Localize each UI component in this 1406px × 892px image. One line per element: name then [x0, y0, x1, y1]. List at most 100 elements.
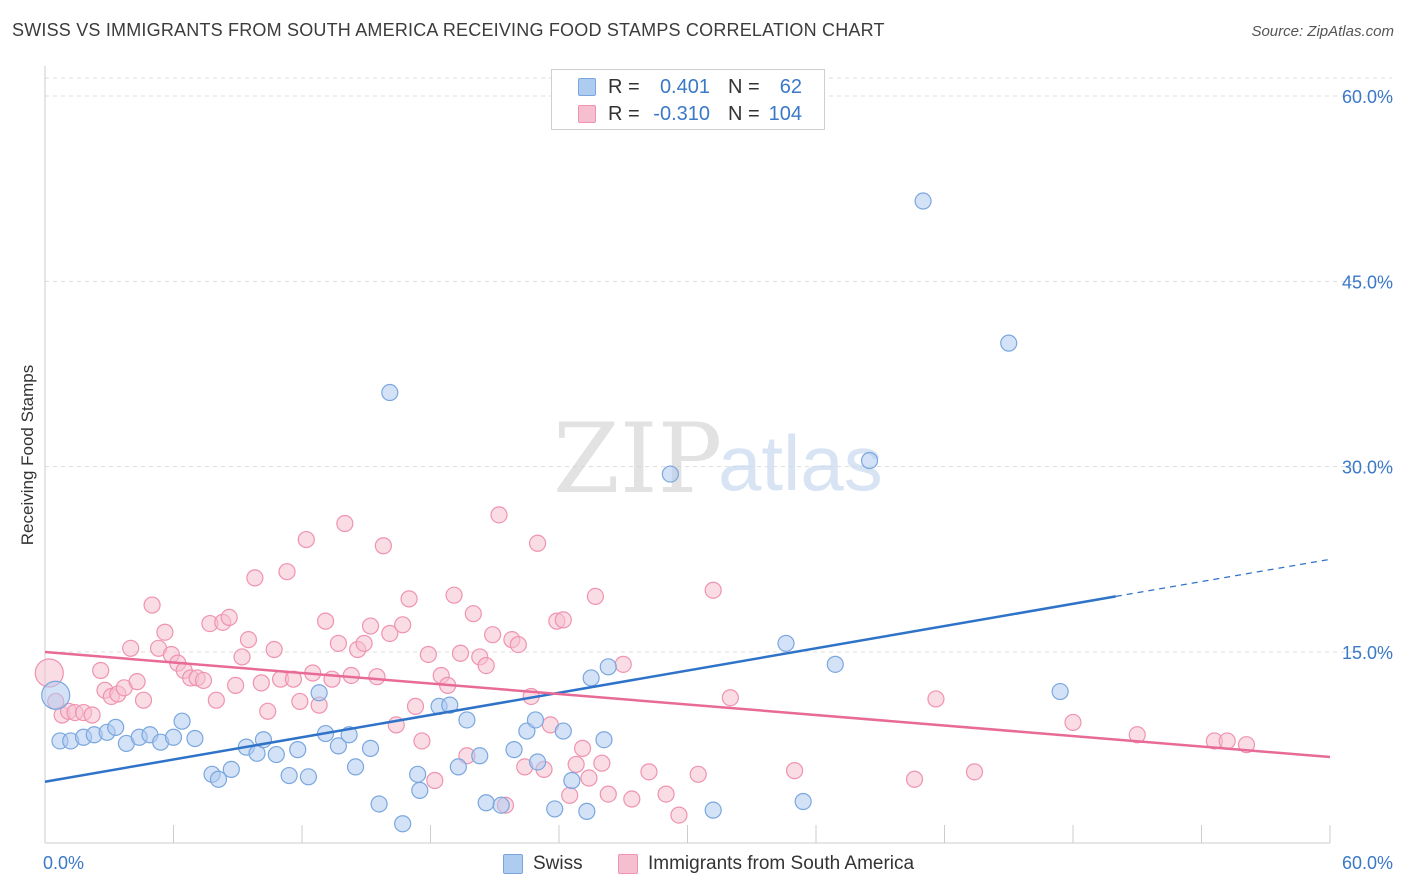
swiss-point: [209, 770, 228, 788]
swiss-point: [394, 815, 412, 833]
immigrants-point: [1128, 726, 1146, 744]
swiss-point: [599, 658, 617, 676]
immigrants-point: [92, 661, 110, 680]
immigrants-point: [156, 623, 174, 641]
swiss-point: [107, 718, 125, 736]
y-tick-label: 30.0%: [1342, 458, 1393, 478]
immigrants-point: [368, 668, 386, 686]
swiss-trend-extension: [1115, 558, 1331, 597]
immigrants-point: [426, 771, 444, 790]
legend-row-swiss: R = 0.401 N = 62: [552, 73, 824, 100]
r-value: 0.401: [659, 76, 710, 98]
swiss-point: [280, 766, 298, 785]
swiss-point: [704, 801, 722, 819]
immigrants-swatch: [578, 105, 596, 123]
immigrants-point: [316, 612, 335, 630]
immigrants-point: [573, 739, 592, 757]
immigrants-point: [134, 691, 153, 709]
swiss-point: [173, 712, 191, 730]
y-tick-label: 60.0%: [1342, 87, 1393, 107]
immigrants-point: [464, 605, 482, 623]
immigrants-point: [329, 634, 348, 652]
immigrants-point: [484, 626, 502, 644]
swiss-point: [361, 739, 380, 757]
r-label: R =: [608, 76, 640, 98]
swiss-point: [310, 684, 328, 702]
immigrants-trend-line: [44, 650, 1331, 759]
legend-row-immigrants: R = -0.310 N = 104: [552, 100, 824, 127]
immigrants-point: [905, 770, 924, 788]
immigrants-swatch: [618, 854, 638, 874]
swiss-point: [777, 634, 795, 652]
immigrants-point: [785, 762, 804, 780]
swiss-point: [578, 802, 596, 820]
immigrants-point: [278, 563, 296, 581]
swiss-point: [546, 800, 564, 818]
immigrants-point: [227, 676, 245, 694]
immigrants-point: [252, 674, 270, 692]
immigrants-point: [265, 640, 283, 659]
swiss-point: [267, 745, 285, 764]
immigrants-point: [374, 537, 392, 555]
n-value: 62: [779, 76, 802, 98]
immigrants-point: [704, 581, 722, 599]
x-tick-label: 60.0%: [1342, 853, 1393, 873]
swiss-point: [299, 768, 318, 786]
immigrants-point: [413, 732, 431, 750]
legend-label-immigrants: Immigrants from South America: [648, 853, 915, 874]
swiss-point: [914, 192, 932, 210]
source-credit: Source: ZipAtlas.com: [1251, 23, 1394, 40]
immigrants-point: [490, 506, 508, 524]
immigrants-point: [83, 706, 101, 724]
immigrants-point: [291, 692, 309, 711]
immigrants-point: [406, 697, 425, 715]
immigrants-point: [451, 644, 470, 662]
swiss-point: [526, 711, 545, 729]
immigrants-point: [1064, 713, 1082, 732]
immigrants-point: [580, 769, 598, 787]
swiss-point: [471, 747, 489, 765]
immigrants-point: [477, 656, 495, 675]
swiss-point: [794, 792, 812, 811]
immigrants-point: [355, 634, 373, 652]
swiss-point: [582, 669, 600, 687]
swiss-point: [346, 758, 365, 776]
swiss-point: [409, 765, 427, 783]
swiss-point: [329, 737, 348, 755]
swiss-trend-line: [44, 595, 1117, 783]
swiss-point: [528, 753, 547, 771]
immigrants-point: [561, 786, 579, 804]
immigrants-point: [394, 616, 412, 634]
watermark-zip: ZIP: [553, 403, 722, 515]
immigrants-point: [1218, 732, 1236, 750]
n-value: 104: [768, 103, 802, 125]
immigrants-point: [239, 631, 258, 649]
watermark-atlas: atlas: [718, 419, 883, 507]
swiss-point: [554, 722, 572, 740]
swiss-point: [186, 729, 204, 748]
swiss-point: [458, 711, 476, 729]
r-label: R =: [608, 103, 640, 125]
swiss-point: [411, 781, 429, 799]
immigrants-point: [323, 670, 341, 688]
swiss-point: [289, 741, 307, 759]
immigrants-point: [965, 763, 984, 781]
immigrants-point: [246, 569, 264, 587]
series-legend: Swiss Immigrants from South America: [0, 852, 1406, 878]
immigrants-point: [233, 648, 251, 666]
immigrants-point: [445, 586, 463, 604]
swiss-point: [826, 655, 844, 673]
swiss-point: [370, 795, 388, 813]
n-label: N =: [728, 103, 760, 125]
swiss-point: [222, 760, 240, 778]
x-tick-label: 0.0%: [43, 853, 84, 873]
immigrants-point: [614, 655, 632, 673]
immigrants-point: [361, 617, 380, 635]
immigrants-point: [640, 763, 658, 781]
swiss-point: [41, 680, 71, 710]
correlation-legend: R = 0.401 N = 62 R = -0.310 N = 104: [551, 69, 825, 130]
immigrants-point: [336, 514, 354, 533]
immigrants-point: [509, 635, 527, 654]
immigrants-point: [528, 534, 547, 552]
